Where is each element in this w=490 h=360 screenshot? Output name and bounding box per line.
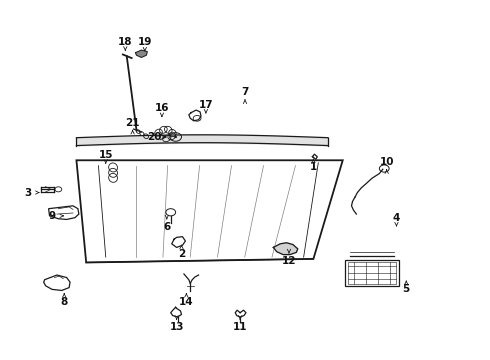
Circle shape [174, 136, 177, 138]
Text: 7: 7 [241, 87, 249, 97]
Text: 18: 18 [118, 37, 132, 47]
Text: 15: 15 [98, 150, 113, 160]
Text: 9: 9 [49, 211, 55, 221]
Text: 21: 21 [125, 118, 140, 128]
Text: 17: 17 [198, 100, 213, 110]
Polygon shape [136, 50, 147, 57]
Text: 11: 11 [233, 322, 247, 332]
Text: 6: 6 [163, 222, 171, 231]
Bar [347, 262, 396, 284]
Text: 20: 20 [147, 132, 162, 142]
Text: 4: 4 [393, 213, 400, 222]
Text: 14: 14 [179, 297, 194, 307]
Text: 16: 16 [155, 103, 169, 113]
Text: 13: 13 [170, 322, 184, 332]
Polygon shape [273, 243, 298, 255]
Text: 10: 10 [379, 157, 394, 167]
Text: 2: 2 [178, 248, 185, 258]
Bar [345, 260, 399, 286]
Text: 3: 3 [24, 188, 31, 198]
Text: 12: 12 [282, 256, 296, 266]
Text: 1: 1 [310, 162, 317, 172]
Text: 8: 8 [61, 297, 68, 307]
Text: 19: 19 [138, 37, 152, 47]
Text: 5: 5 [403, 284, 410, 294]
